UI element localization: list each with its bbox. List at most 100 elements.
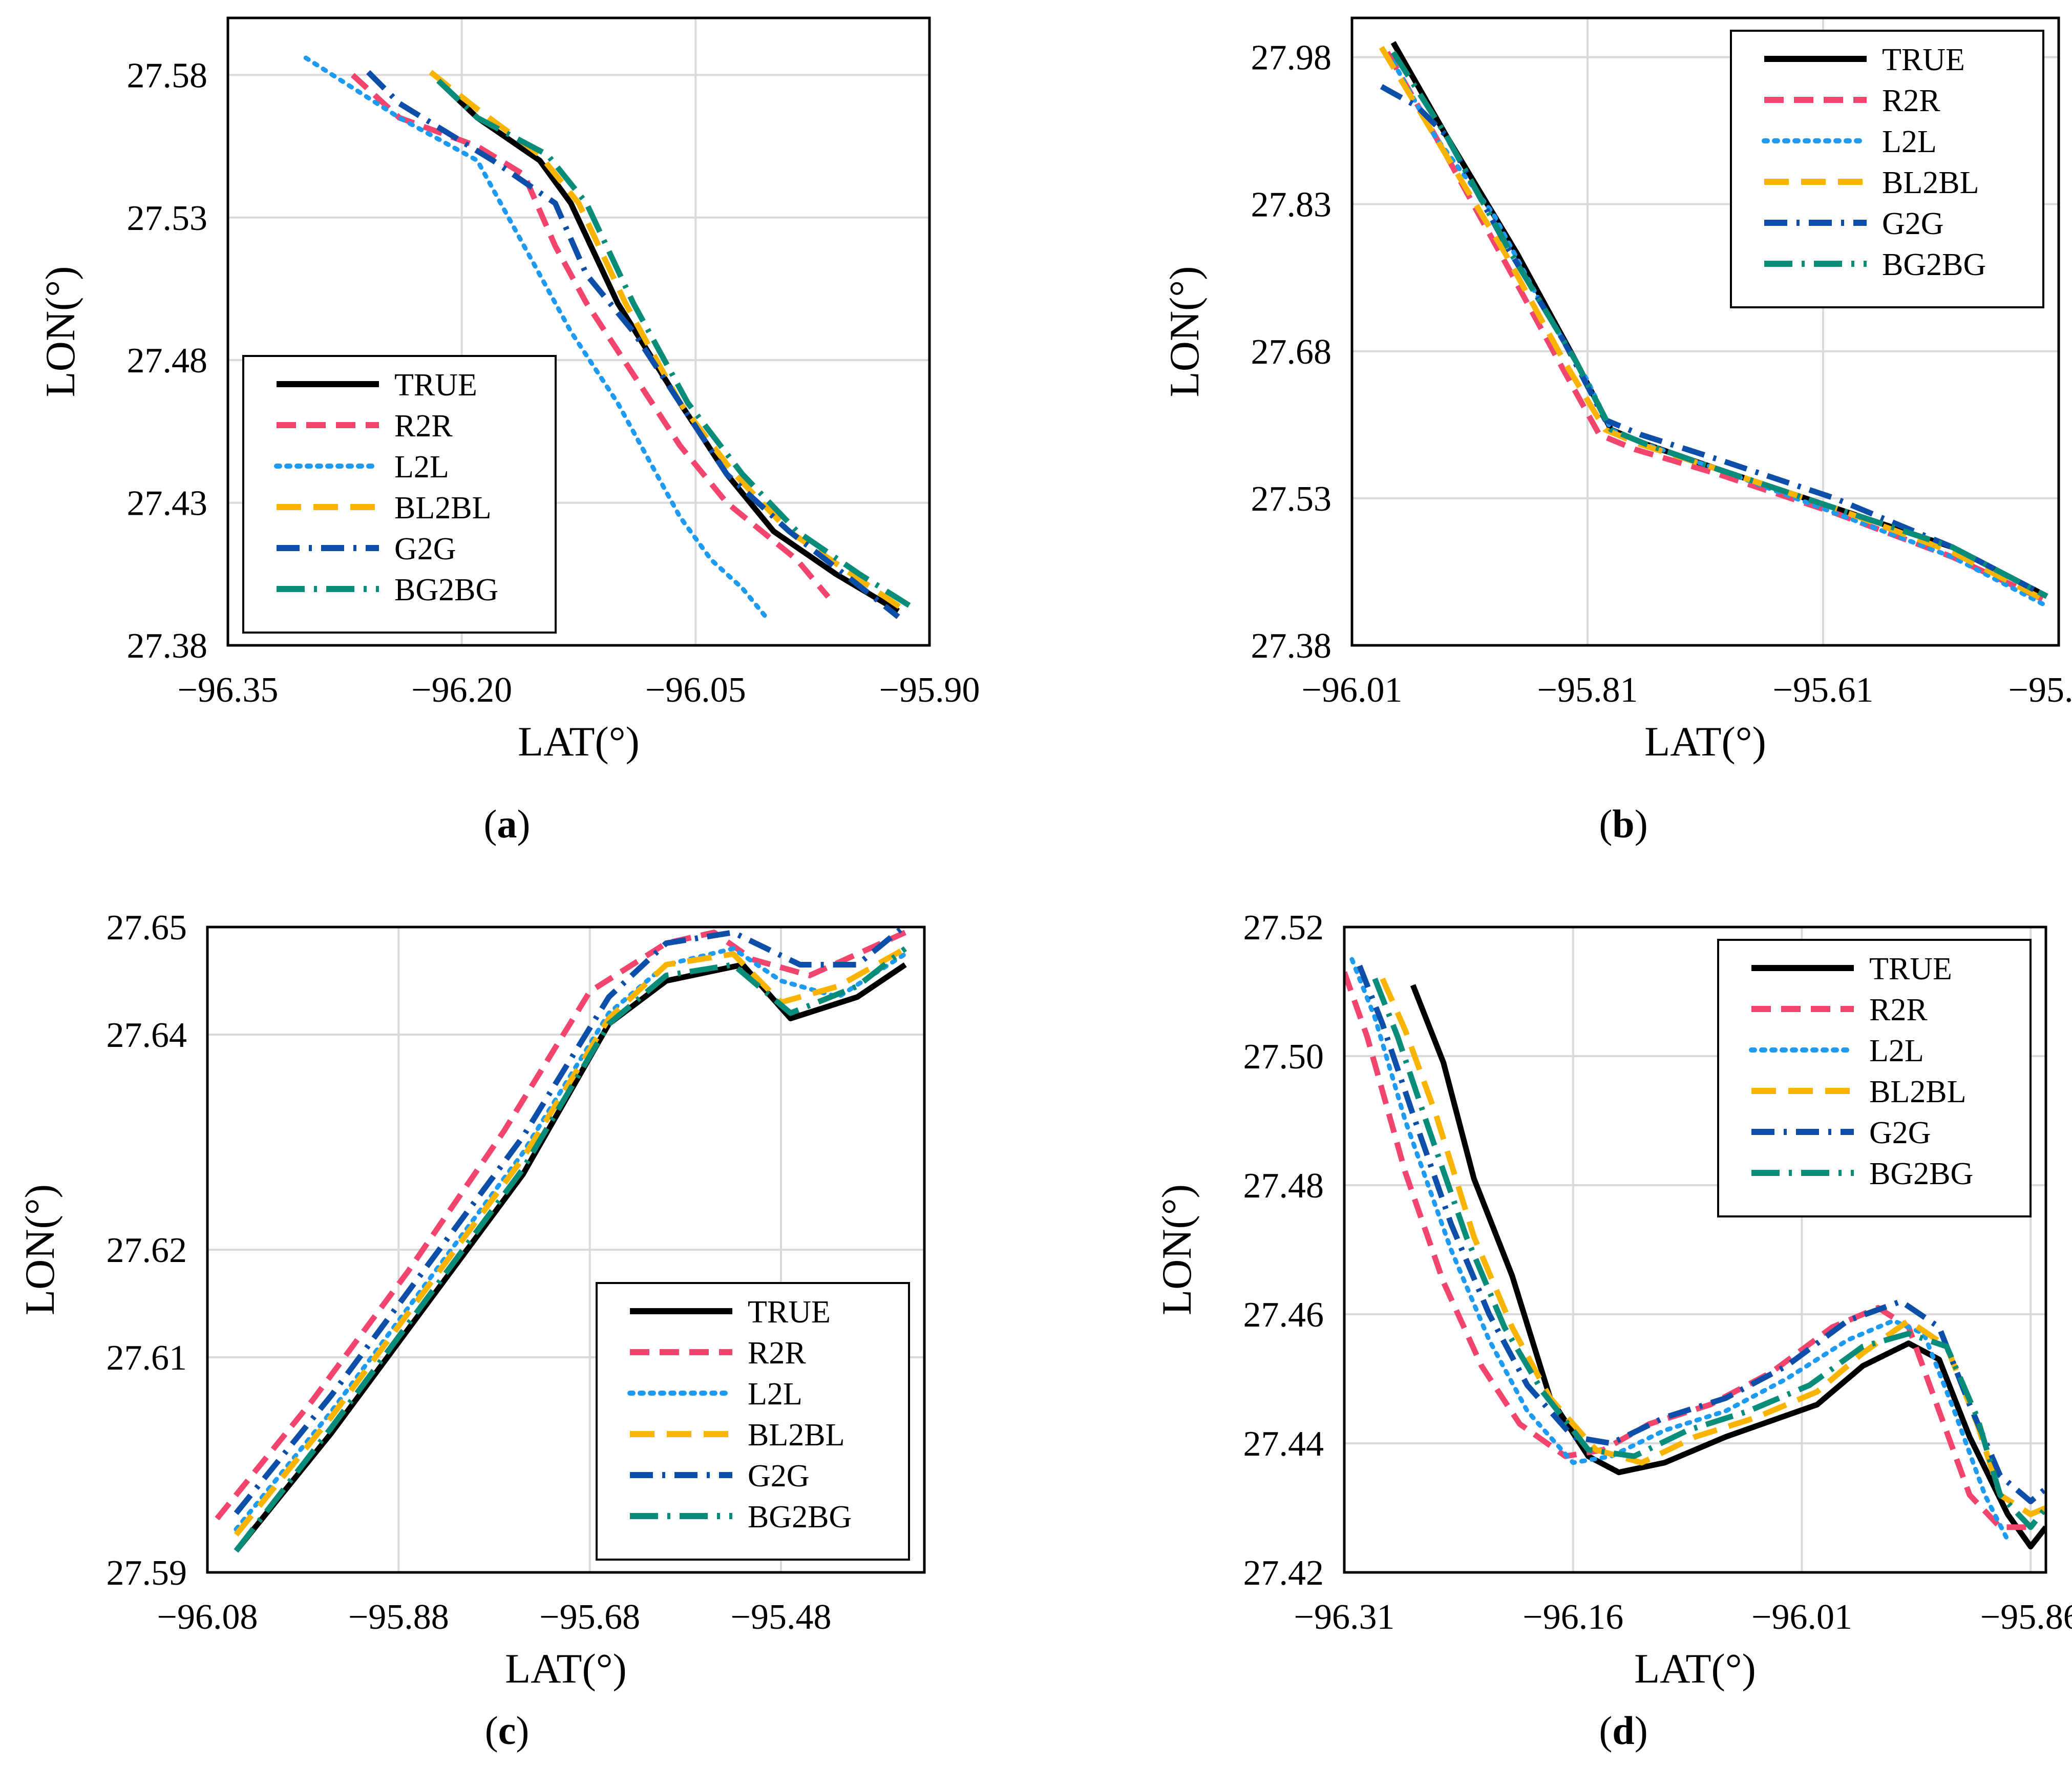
x-tick-label: −96.31 bbox=[1294, 1597, 1395, 1637]
x-tick-label: −95.88 bbox=[348, 1597, 449, 1637]
y-tick-label: 27.42 bbox=[1243, 1553, 1324, 1593]
x-tick-label: −95.61 bbox=[1773, 670, 1874, 710]
x-tick-label: −96.01 bbox=[1751, 1597, 1852, 1637]
series-line-r2r bbox=[350, 73, 831, 599]
y-tick-label: 27.65 bbox=[107, 908, 187, 948]
series-line-bg2bg bbox=[234, 946, 907, 1553]
x-axis-title: LAT(°) bbox=[518, 718, 640, 765]
chart-panel-a: −96.35 −96.20 −96.05 −95.90 27.38 27.43 27.48 2… bbox=[37, 16, 980, 846]
series-line-bg2bg bbox=[1390, 51, 2048, 599]
legend-label: R2R bbox=[748, 1336, 806, 1371]
legend-label: R2R bbox=[1882, 83, 1940, 118]
legend-label: L2L bbox=[1882, 124, 1937, 159]
legend-label: R2R bbox=[1869, 993, 1928, 1027]
series-line-true bbox=[234, 962, 907, 1553]
legend: TRUE R2R L2L BL2BL G2G BG2BG bbox=[1730, 30, 2044, 308]
legend-label: TRUE bbox=[394, 368, 477, 403]
panel-label: (b) bbox=[1599, 802, 1647, 846]
series-line-r2r bbox=[215, 930, 906, 1521]
legend-label: L2L bbox=[748, 1377, 802, 1412]
y-tick-label: 27.58 bbox=[127, 56, 208, 95]
y-tick-label: 27.50 bbox=[1243, 1037, 1324, 1077]
x-tick-label: −96.05 bbox=[645, 670, 746, 710]
x-axis-title: LAT(°) bbox=[1644, 718, 1766, 765]
legend-label: TRUE bbox=[748, 1295, 831, 1330]
legend-label: G2G bbox=[748, 1459, 810, 1494]
y-axis-title: LON(°) bbox=[37, 266, 83, 397]
y-tick-label: 27.43 bbox=[127, 484, 208, 523]
panel-label: (a) bbox=[484, 802, 531, 846]
panel-label: (d) bbox=[1599, 1708, 1647, 1753]
chart-panel-b: −96.01 −95.81 −95.61 −95.41 27.38 27.53 27.68 2… bbox=[1161, 16, 2072, 846]
x-tick-label: −96.16 bbox=[1523, 1597, 1623, 1637]
legend: TRUE R2R L2L BL2BL G2G BG2BG bbox=[596, 1282, 910, 1561]
series-group bbox=[215, 927, 908, 1553]
series-group bbox=[1379, 41, 2049, 608]
y-tick-label: 27.52 bbox=[1243, 908, 1324, 948]
legend: TRUE R2R L2L BL2BL G2G BG2BG bbox=[1717, 939, 2032, 1217]
y-tick-label: 27.59 bbox=[107, 1553, 187, 1593]
y-tick-label: 27.53 bbox=[1251, 479, 1332, 519]
series-line-true bbox=[1410, 984, 2046, 1550]
legend-label: TRUE bbox=[1882, 43, 1965, 77]
legend-label: L2L bbox=[394, 450, 449, 485]
legend-label: R2R bbox=[394, 409, 453, 444]
plot-frame bbox=[226, 16, 931, 647]
y-axis-title: LON(°) bbox=[1153, 1184, 1200, 1315]
series-group bbox=[1344, 957, 2046, 1550]
series-line-l2l bbox=[303, 55, 768, 619]
panel-label: (c) bbox=[485, 1708, 530, 1753]
x-tick-label: −95.90 bbox=[879, 670, 980, 710]
y-tick-label: 27.64 bbox=[107, 1016, 187, 1055]
series-line-g2g bbox=[234, 927, 908, 1515]
plot-frame bbox=[1350, 16, 2060, 647]
series-line-g2g bbox=[366, 70, 900, 619]
x-tick-label: −95.41 bbox=[2008, 670, 2072, 710]
x-tick-label: −95.86 bbox=[1980, 1597, 2072, 1637]
x-tick-label: −95.68 bbox=[539, 1597, 640, 1637]
legend-label: BL2BL bbox=[748, 1418, 844, 1453]
x-axis-title: LAT(°) bbox=[505, 1645, 627, 1692]
legend-label: TRUE bbox=[1869, 952, 1952, 986]
x-tick-label: −95.81 bbox=[1537, 670, 1638, 710]
y-tick-label: 27.38 bbox=[127, 626, 208, 666]
legend-label: BL2BL bbox=[394, 491, 491, 525]
x-tick-label: −96.20 bbox=[411, 670, 512, 710]
legend-label: G2G bbox=[1882, 206, 1944, 241]
series-line-bg2bg bbox=[1372, 977, 2046, 1530]
legend-label: BL2BL bbox=[1882, 165, 1979, 200]
y-tick-label: 27.44 bbox=[1243, 1424, 1324, 1464]
x-tick-label: −95.48 bbox=[731, 1597, 832, 1637]
chart-panel-c: −96.08 −95.88 −95.68 −95.48 27.59 27.61 27.62 2… bbox=[16, 908, 926, 1753]
series-group bbox=[303, 55, 911, 619]
y-tick-label: 27.46 bbox=[1243, 1295, 1324, 1335]
chart-panel-d: −96.31 −96.16 −96.01 −95.86 27.42 27.44 27.46 2… bbox=[1153, 908, 2072, 1753]
x-tick-label: −96.08 bbox=[157, 1597, 258, 1637]
series-line-g2g bbox=[1357, 964, 2046, 1504]
legend-label: L2L bbox=[1869, 1034, 1924, 1068]
y-tick-label: 27.83 bbox=[1251, 185, 1332, 225]
y-axis-title: LON(°) bbox=[16, 1184, 63, 1315]
y-tick-label: 27.62 bbox=[107, 1231, 187, 1270]
y-tick-label: 27.48 bbox=[127, 341, 208, 381]
y-tick-label: 27.68 bbox=[1251, 332, 1332, 372]
x-axis-title: LAT(°) bbox=[1634, 1645, 1756, 1692]
legend-label: G2G bbox=[394, 532, 456, 566]
y-tick-label: 27.61 bbox=[107, 1338, 187, 1378]
legend-label: BG2BG bbox=[1882, 247, 1986, 282]
x-tick-label: −96.35 bbox=[178, 670, 279, 710]
plot-frame bbox=[1343, 926, 2047, 1574]
plot-frame bbox=[206, 926, 926, 1574]
series-line-bg2bg bbox=[436, 78, 911, 608]
y-axis-title: LON(°) bbox=[1161, 266, 1208, 397]
legend-label: G2G bbox=[1869, 1116, 1931, 1150]
y-tick-label: 27.53 bbox=[127, 199, 208, 238]
y-tick-label: 27.38 bbox=[1251, 626, 1332, 666]
x-tick-label: −96.01 bbox=[1302, 670, 1403, 710]
y-tick-label: 27.98 bbox=[1251, 38, 1332, 78]
legend: TRUE R2R L2L BL2BL G2G BG2BG bbox=[242, 355, 557, 634]
series-line-l2l bbox=[1349, 957, 2010, 1543]
legend-label: BG2BG bbox=[1869, 1157, 1973, 1191]
legend-label: BG2BG bbox=[394, 573, 498, 607]
y-tick-label: 27.48 bbox=[1243, 1166, 1324, 1206]
